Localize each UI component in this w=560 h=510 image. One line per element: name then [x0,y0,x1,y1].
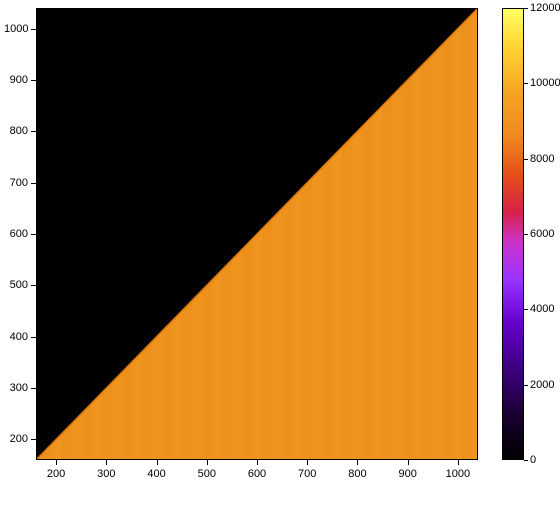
x-tick [257,460,258,465]
y-tick-label: 700 [4,177,28,189]
x-tick-label: 900 [398,468,416,480]
colorbar-gradient [503,9,523,459]
colorbar-tick-label: 2000 [530,379,554,391]
x-tick [157,460,158,465]
y-tick [31,439,36,440]
x-tick-label: 300 [97,468,115,480]
y-tick [31,29,36,30]
y-tick [31,337,36,338]
x-tick-label: 800 [348,468,366,480]
heatmap-canvas [37,9,477,459]
x-tick [106,460,107,465]
x-tick-label: 400 [147,468,165,480]
y-tick-label: 300 [4,382,28,394]
colorbar-tick [524,460,528,461]
colorbar-tick-label: 0 [530,454,536,466]
y-tick [31,388,36,389]
x-tick [458,460,459,465]
x-tick-label: 500 [198,468,216,480]
y-tick-label: 600 [4,228,28,240]
heatmap-plot [36,8,478,460]
y-tick [31,234,36,235]
x-tick-label: 1000 [446,468,470,480]
y-tick-label: 200 [4,433,28,445]
colorbar-tick-label: 10000 [530,77,560,89]
x-tick-label: 600 [248,468,266,480]
x-tick-label: 200 [47,468,65,480]
colorbar-tick [524,8,528,9]
colorbar-tick [524,159,528,160]
x-tick [408,460,409,465]
x-tick-label: 700 [298,468,316,480]
colorbar-tick [524,385,528,386]
colorbar-tick [524,83,528,84]
y-tick-label: 900 [4,74,28,86]
x-tick [207,460,208,465]
colorbar [502,8,524,460]
colorbar-tick-label: 4000 [530,303,554,315]
y-tick-label: 800 [4,125,28,137]
colorbar-tick-label: 12000 [530,2,560,14]
y-tick-label: 400 [4,331,28,343]
chart-container: 200 300 400 500 600 700 800 900 1000 200 300 400 500… [0,0,560,510]
y-tick [31,80,36,81]
colorbar-tick-label: 6000 [530,228,554,240]
x-tick [56,460,57,465]
colorbar-tick-label: 8000 [530,153,554,165]
colorbar-tick [524,309,528,310]
y-tick [31,131,36,132]
y-tick-label: 500 [4,279,28,291]
y-tick-label: 1000 [4,23,28,35]
colorbar-tick [524,234,528,235]
x-tick [307,460,308,465]
y-tick [31,183,36,184]
y-tick [31,285,36,286]
x-tick [357,460,358,465]
